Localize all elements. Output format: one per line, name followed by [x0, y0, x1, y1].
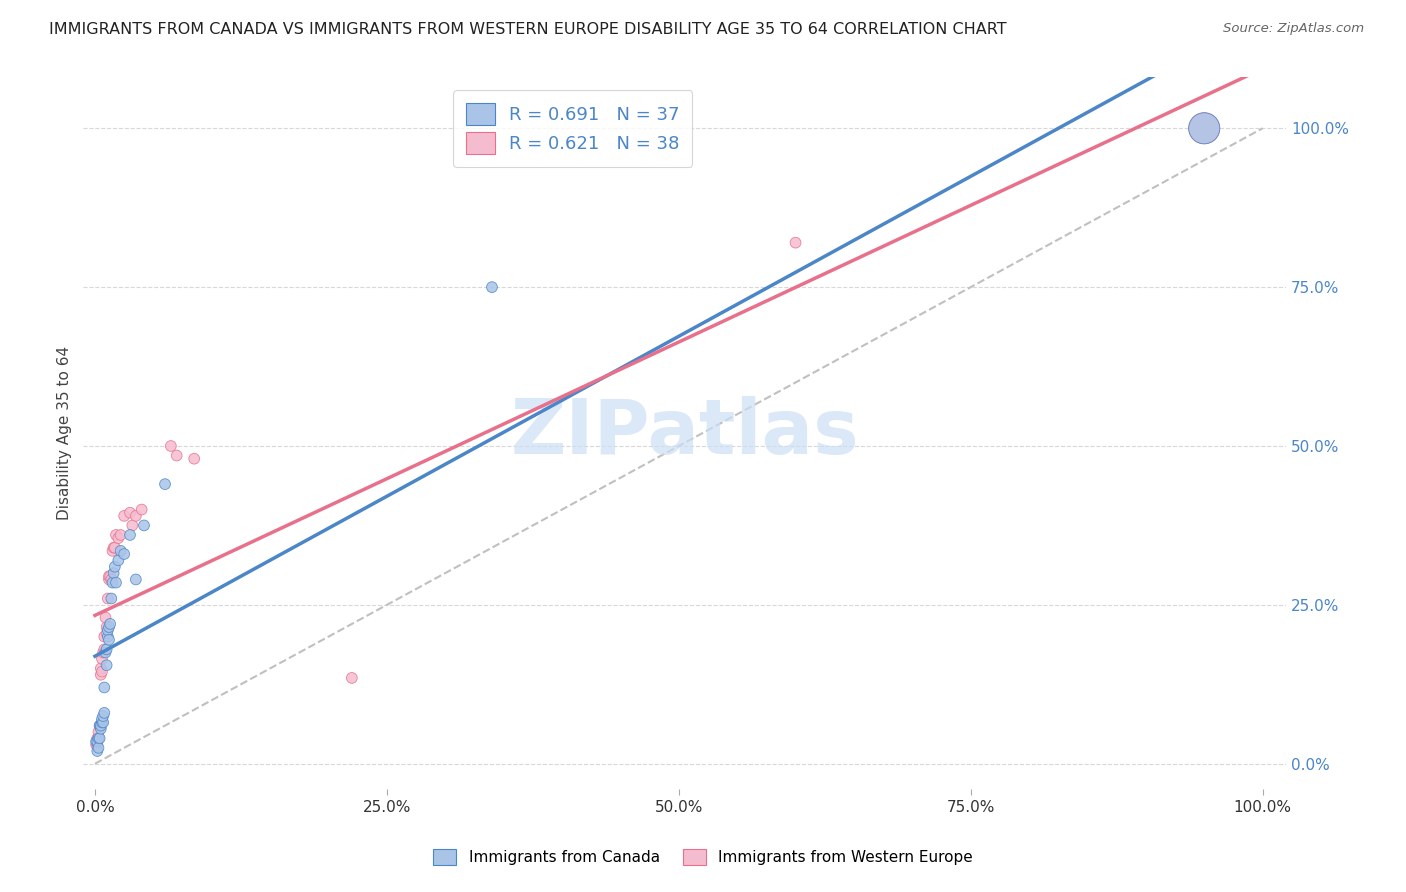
Point — [87, 731, 110, 746]
Point — [87, 731, 110, 746]
Point — [84, 734, 107, 748]
Point — [160, 439, 183, 453]
Point — [93, 630, 115, 644]
Point — [481, 280, 503, 294]
Point — [132, 518, 155, 533]
Point — [91, 646, 114, 660]
Point — [93, 681, 115, 695]
Point — [97, 591, 120, 606]
Text: ZIPatlas: ZIPatlas — [510, 396, 859, 470]
Point — [153, 477, 176, 491]
Point — [87, 740, 110, 755]
Point — [100, 591, 122, 606]
Point — [98, 616, 121, 631]
Y-axis label: Disability Age 35 to 64: Disability Age 35 to 64 — [58, 346, 72, 520]
Point — [103, 566, 125, 580]
Point — [103, 541, 125, 555]
Point — [110, 544, 132, 558]
Point — [91, 715, 114, 730]
Point — [96, 658, 118, 673]
Point — [121, 518, 143, 533]
Point — [94, 610, 117, 624]
Text: IMMIGRANTS FROM CANADA VS IMMIGRANTS FROM WESTERN EUROPE DISABILITY AGE 35 TO 64: IMMIGRANTS FROM CANADA VS IMMIGRANTS FRO… — [49, 22, 1007, 37]
Point — [89, 731, 111, 746]
Point — [104, 541, 127, 555]
Point — [87, 725, 110, 739]
Point — [94, 646, 117, 660]
Point — [93, 642, 115, 657]
Point — [86, 734, 108, 748]
Point — [125, 508, 148, 523]
Point — [125, 573, 148, 587]
Point — [104, 559, 127, 574]
Point — [97, 630, 120, 644]
Point — [98, 569, 121, 583]
Point — [1192, 121, 1215, 136]
Point — [90, 718, 112, 732]
Point — [98, 569, 121, 583]
Point — [98, 620, 121, 634]
Point — [112, 508, 135, 523]
Point — [118, 506, 141, 520]
Legend: Immigrants from Canada, Immigrants from Western Europe: Immigrants from Canada, Immigrants from … — [427, 843, 979, 871]
Point — [89, 718, 111, 732]
Text: Source: ZipAtlas.com: Source: ZipAtlas.com — [1223, 22, 1364, 36]
Point — [91, 709, 114, 723]
Point — [183, 451, 205, 466]
Point — [118, 528, 141, 542]
Point — [86, 731, 108, 746]
Point — [110, 528, 132, 542]
Point — [96, 642, 118, 657]
Point — [86, 744, 108, 758]
Point — [91, 665, 114, 679]
Point — [98, 573, 121, 587]
Point — [104, 528, 127, 542]
Point — [112, 547, 135, 561]
Point — [101, 575, 124, 590]
Point — [101, 544, 124, 558]
Point — [90, 661, 112, 675]
Point — [86, 738, 108, 752]
Point — [91, 712, 114, 726]
Point — [97, 624, 120, 638]
Point — [785, 235, 807, 250]
Point — [90, 722, 112, 736]
Point — [96, 626, 118, 640]
Point — [96, 620, 118, 634]
Point — [104, 575, 127, 590]
Point — [90, 667, 112, 681]
Legend: R = 0.691   N = 37, R = 0.621   N = 38: R = 0.691 N = 37, R = 0.621 N = 38 — [453, 90, 692, 167]
Point — [107, 553, 129, 567]
Point — [84, 738, 107, 752]
Point — [1192, 121, 1215, 136]
Point — [107, 531, 129, 545]
Point — [89, 718, 111, 732]
Point — [166, 449, 188, 463]
Point — [100, 573, 122, 587]
Point — [340, 671, 363, 685]
Point — [98, 632, 121, 647]
Point — [91, 715, 114, 730]
Point — [91, 652, 114, 666]
Point — [131, 502, 153, 516]
Point — [93, 706, 115, 720]
